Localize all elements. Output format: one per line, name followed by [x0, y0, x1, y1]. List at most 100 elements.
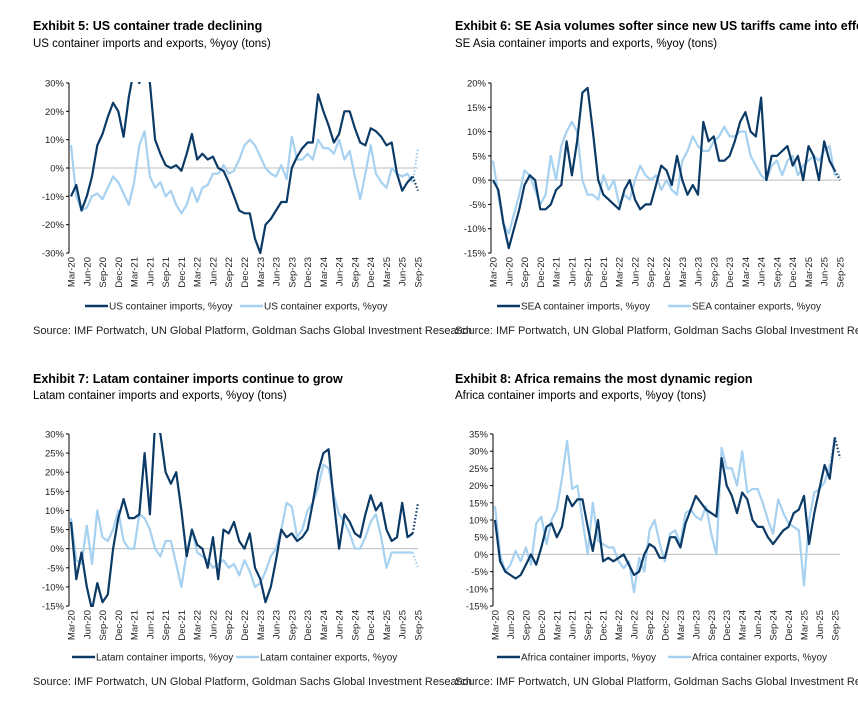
chart-2: -15% -10% -5% 0% 5% 10% 15% 20% Mar-20 Jun-20 Sep-…	[464, 79, 847, 313]
chart-source-1: Source: IMF Portwatch, UN Global Platfor…	[33, 325, 472, 337]
x-tick-label: Mar-20	[67, 257, 78, 287]
chart-source-2: Source: IMF Portwatch, UN Global Platfor…	[455, 325, 858, 337]
x-tick-label: Dec-21	[599, 610, 610, 641]
y-tick-label: 15%	[467, 103, 487, 114]
x-tick-label: Dec-21	[177, 610, 188, 641]
x-tick-label: Dec-22	[240, 257, 251, 288]
x-tick-label: Sep-20	[98, 610, 109, 641]
legend-label: Latam container imports, %yoy	[96, 653, 233, 664]
exports-projection-dotted	[411, 552, 420, 569]
x-tick-label: Dec-20	[114, 257, 125, 288]
chart-source-4: Source: IMF Portwatch, UN Global Platfor…	[455, 676, 858, 688]
legend-label: SEA container exports, %yoy	[692, 302, 821, 313]
legend-label: Latam container exports, %yoy	[260, 653, 397, 664]
imports-projection-dotted	[411, 176, 420, 192]
y-tick-label: 0%	[50, 164, 64, 175]
x-tick-label: Sep-20	[98, 257, 109, 288]
x-tick-label: Sep-21	[161, 257, 172, 288]
x-tick-label: Dec-22	[662, 257, 673, 288]
x-tick-label: Dec-23	[303, 610, 314, 641]
x-tick-label: Mar-23	[256, 610, 267, 640]
chart-source-3: Source: IMF Portwatch, UN Global Platfor…	[33, 676, 472, 688]
exports-projection-dotted	[411, 147, 420, 183]
x-tick-label: Mar-25	[799, 610, 810, 640]
chart-title-4: Exhibit 8: Africa remains the most dynam…	[455, 372, 753, 386]
x-tick-label: Mar-24	[319, 257, 330, 287]
imports-line	[493, 437, 836, 580]
x-tick-label: Dec-23	[725, 257, 736, 288]
x-tick-label: Jun-25	[398, 610, 409, 639]
exports-projection-dotted	[828, 437, 836, 466]
x-tick-label: Mar-21	[552, 257, 563, 287]
y-tick-label: -5%	[471, 567, 488, 578]
x-tick-label: Mar-22	[193, 257, 204, 287]
y-tick-label: 20%	[45, 107, 65, 118]
chart-3: -15% -10% -5% 0% 5% 10% 15% 20% 25% 30% Mar-20 Jun-…	[42, 430, 425, 664]
chart-title-2: Exhibit 6: SE Asia volumes softer since …	[455, 19, 858, 33]
x-tick-label: Dec-24	[366, 257, 377, 288]
y-tick-label: 10%	[45, 506, 65, 517]
y-tick-label: 0%	[50, 544, 64, 555]
x-tick-label: Dec-23	[303, 257, 314, 288]
x-tick-label: Jun-21	[145, 610, 156, 639]
x-tick-label: Jun-20	[82, 257, 93, 286]
y-tick-label: 30%	[45, 79, 65, 90]
x-tick-label: Mar-20	[67, 610, 78, 640]
legend-label: Africa container exports, %yoy	[692, 653, 827, 664]
x-tick-label: Jun-25	[820, 257, 831, 286]
y-tick-label: 0%	[472, 176, 486, 187]
exports-line	[491, 120, 836, 235]
x-tick-label: Sep-23	[709, 257, 720, 288]
x-tick-label: Mar-20	[489, 257, 500, 287]
x-tick-label: Sep-21	[583, 257, 594, 288]
x-tick-label: Mar-25	[382, 610, 393, 640]
chart-title-1: Exhibit 5: US container trade declining	[33, 19, 263, 33]
imports-line	[70, 82, 414, 254]
x-tick-label: Jun-21	[568, 610, 579, 639]
y-tick-label: -10%	[464, 224, 487, 235]
x-tick-label: Mar-21	[552, 610, 563, 640]
x-tick-label: Mar-22	[193, 610, 204, 640]
x-tick-label: Sep-23	[707, 610, 718, 641]
chart-1: -30% -20% -10% 0% 10% 20% 30% Mar-20 Jun-20 Sep-2…	[42, 79, 425, 313]
x-tick-label: Jun-21	[567, 257, 578, 286]
legend-label: US container imports, %yoy	[109, 302, 232, 313]
x-tick-label: Jun-23	[691, 610, 702, 639]
x-tick-label: Mar-20	[491, 610, 502, 640]
x-tick-label: Sep-21	[161, 610, 172, 641]
y-tick-label: 10%	[45, 135, 65, 146]
x-tick-label: Dec-24	[788, 257, 799, 288]
x-tick-label: Mar-23	[676, 610, 687, 640]
y-tick-label: 10%	[469, 516, 489, 527]
imports-projection-dotted	[411, 502, 420, 534]
x-tick-label: Jun-25	[815, 610, 826, 639]
x-tick-label: Mar-24	[741, 257, 752, 287]
y-tick-label: 35%	[469, 430, 489, 441]
x-tick-label: Sep-25	[414, 257, 425, 288]
y-tick-label: -10%	[42, 582, 65, 593]
x-tick-label: Jun-21	[145, 257, 156, 286]
x-tick-label: Dec-23	[722, 610, 733, 641]
y-tick-label: -30%	[42, 249, 65, 260]
y-tick-label: 20%	[469, 481, 489, 492]
x-tick-label: Jun-20	[504, 257, 515, 286]
x-tick-label: Jun-24	[335, 257, 346, 286]
chart-title-3: Exhibit 7: Latam container imports conti…	[33, 372, 343, 386]
x-tick-label: Dec-20	[537, 610, 548, 641]
y-tick-label: 20%	[45, 468, 65, 479]
y-tick-label: -20%	[42, 220, 65, 231]
x-tick-label: Mar-21	[130, 610, 141, 640]
x-tick-label: Jun-22	[630, 257, 641, 286]
y-tick-label: -15%	[466, 602, 489, 613]
x-tick-label: Sep-24	[772, 257, 783, 288]
x-tick-label: Mar-22	[614, 610, 625, 640]
x-tick-label: Jun-22	[208, 610, 219, 639]
x-tick-label: Mar-24	[738, 610, 749, 640]
y-tick-label: -5%	[47, 563, 64, 574]
y-tick-label: 30%	[469, 447, 489, 458]
x-tick-label: Jun-22	[208, 257, 219, 286]
x-tick-label: Dec-22	[240, 610, 251, 641]
x-tick-label: Jun-24	[757, 257, 768, 286]
x-tick-label: Jun-20	[506, 610, 517, 639]
x-tick-label: Dec-24	[366, 610, 377, 641]
